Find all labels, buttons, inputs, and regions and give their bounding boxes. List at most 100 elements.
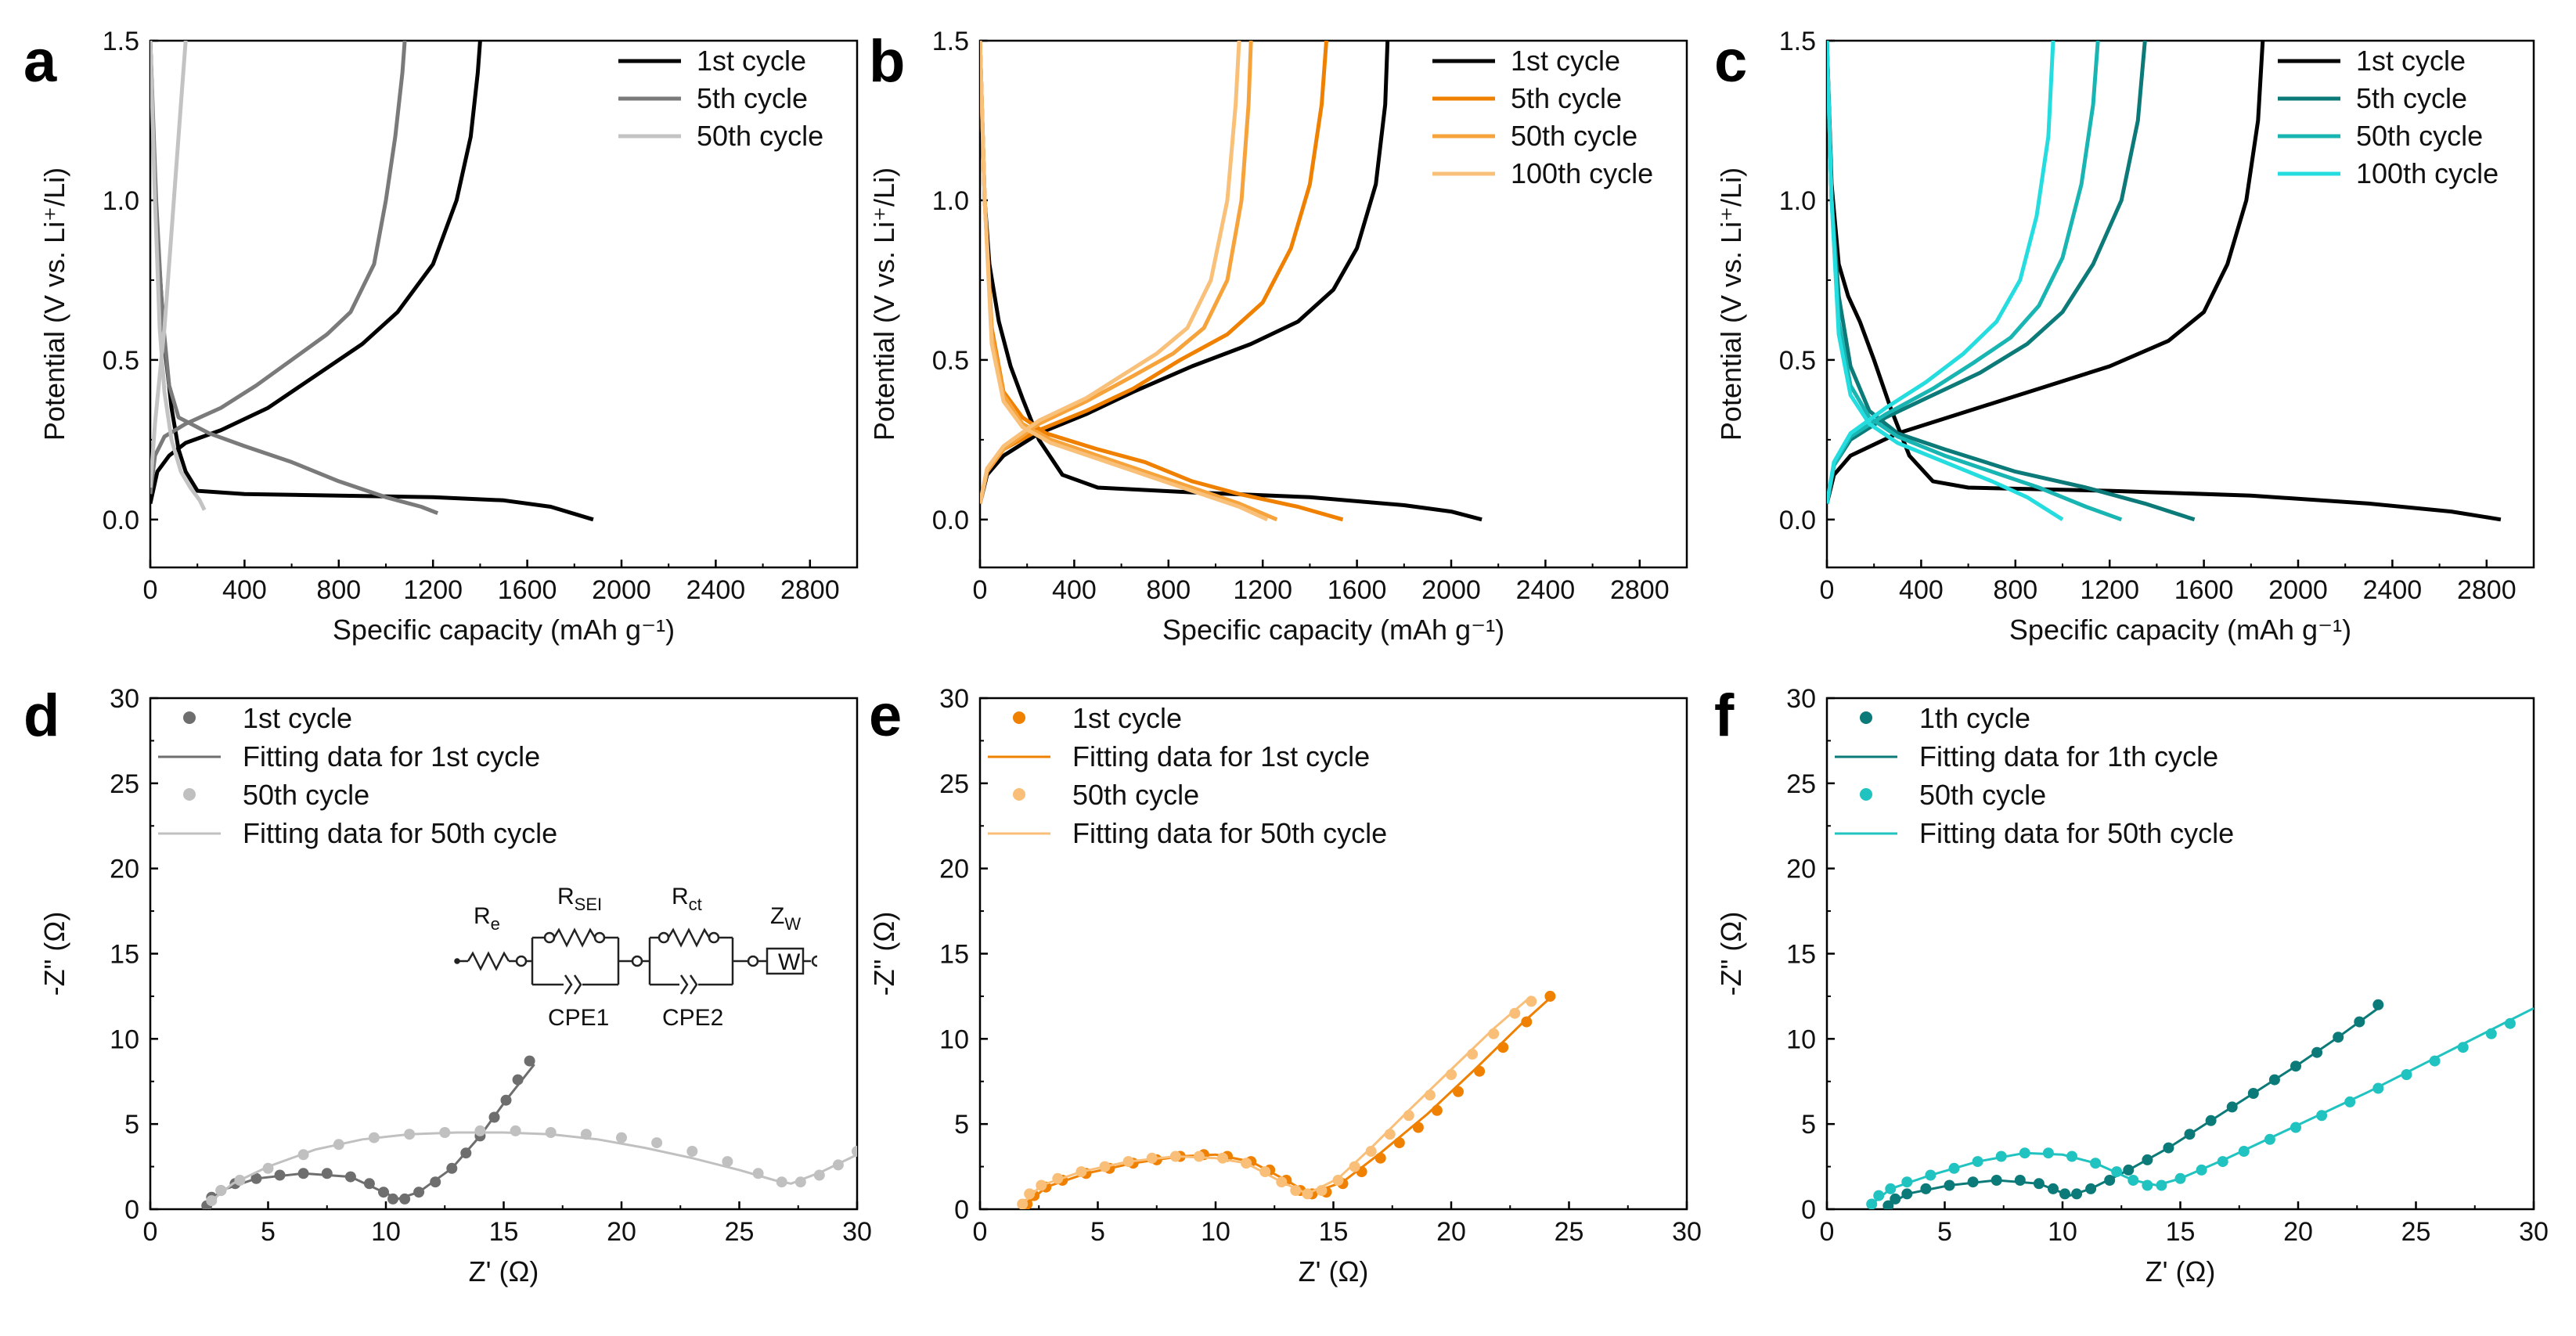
plot-c: 0 400 800 1200 1600 2000 2400 2800 0.0 0.5 1.0 1.5 S…	[1715, 27, 2535, 646]
x-tick-label: 30	[842, 1217, 872, 1247]
x-tick-label: 5	[1937, 1217, 1952, 1247]
series-line-discharge	[980, 41, 1483, 522]
circuit-terminal-right	[811, 955, 818, 967]
circuit-node	[747, 955, 759, 967]
x-tick-label: 20	[607, 1217, 636, 1247]
y-tick-label: 0.5	[103, 346, 139, 376]
legend-label: 5th cycle	[697, 82, 808, 114]
data-point	[1393, 1137, 1405, 1149]
x-tick-label: 2400	[2363, 575, 2423, 605]
x-tick-label: 400	[222, 575, 267, 605]
y-tick-label: 15	[1786, 940, 1816, 970]
y-tick-label: 1.0	[932, 186, 969, 216]
fit-line	[1021, 995, 1533, 1205]
x-tick-label: 1200	[2080, 575, 2139, 605]
data-point	[545, 1127, 557, 1138]
x-tick-label: 20	[2283, 1217, 2313, 1247]
x-tick-label: 2000	[2268, 575, 2328, 605]
x-axis-label: Z' (Ω)	[1299, 1255, 1369, 1287]
series-line-charge	[980, 41, 1390, 504]
series-line-charge	[1827, 41, 2265, 504]
data-point	[651, 1137, 663, 1149]
cpe1-symbol	[564, 974, 573, 995]
plot-b: 0 400 800 1200 1600 2000 2400 2800 0.0 0.5 1.0 1.5 S…	[868, 27, 1688, 646]
plot-e: 0 5 10 15 20 25 30 0 5 10 15 20 25 30 Z' (Ω) -Z" (Ω) 1st…	[868, 684, 1702, 1287]
x-tick-label: 10	[1201, 1217, 1230, 1247]
x-tick-label: 1200	[1233, 575, 1292, 605]
circuit-label-rsei: RSEI	[557, 884, 602, 914]
fit-line	[211, 1131, 857, 1202]
cpe1-symbol	[573, 974, 582, 995]
fit-line	[1871, 1007, 2534, 1205]
legend-label: 1th cycle	[1919, 702, 2030, 734]
series-line-discharge	[150, 41, 439, 516]
y-tick-label: 1.5	[103, 27, 139, 56]
series-line-charge	[150, 41, 188, 488]
legend-label: 1st cycle	[243, 702, 352, 734]
y-axis-label: -Z" (Ω)	[868, 912, 900, 996]
series-line-charge	[1827, 41, 2055, 504]
series-line-discharge	[980, 41, 1278, 522]
x-axis-label: Z' (Ω)	[469, 1255, 539, 1287]
series-line-discharge	[150, 41, 594, 522]
data-point	[1349, 1161, 1360, 1172]
circuit-label-w: W	[778, 949, 801, 975]
fit-line	[1887, 1005, 2382, 1207]
x-axis-label: Specific capacity (mAh g⁻¹)	[1162, 614, 1504, 646]
x-tick-label: 15	[489, 1217, 519, 1247]
data-point	[474, 1125, 486, 1136]
series-line-discharge	[1827, 41, 2064, 521]
y-tick-label: 10	[939, 1025, 969, 1054]
data-point	[1509, 1007, 1521, 1019]
x-tick-label: 20	[1436, 1217, 1466, 1247]
y-tick-label: 0	[954, 1195, 969, 1225]
equivalent-circuit-inset: Re RSEI Rct ZW W CPE1 CPE2	[454, 884, 818, 1031]
x-tick-label: 1200	[403, 575, 463, 605]
plot-area-b	[980, 41, 1483, 522]
series-line-charge	[1827, 41, 2100, 504]
y-tick-label: 0.5	[932, 346, 969, 376]
x-tick-label: 0	[143, 1217, 158, 1247]
y-tick-label: 0.0	[1779, 506, 1816, 535]
x-tick-label: 2800	[1610, 575, 1670, 605]
data-point	[510, 1125, 521, 1136]
y-tick-label: 1.0	[103, 186, 139, 216]
y-tick-label: 10	[1786, 1025, 1816, 1054]
y-tick-label: 25	[939, 769, 969, 799]
y-axis-label: Potential (V vs. Li⁺/Li)	[38, 167, 70, 441]
y-tick-label: 0.0	[932, 506, 969, 535]
plot-area-c	[1827, 41, 2502, 522]
plot-area-f	[1866, 999, 2534, 1209]
y-tick-label: 25	[1786, 769, 1816, 799]
cpe2-symbol	[679, 974, 689, 995]
plot-frame-f	[1825, 697, 2535, 1211]
x-tick-label: 800	[316, 575, 361, 605]
x-tick-label: 2400	[686, 575, 746, 605]
y-tick-label: 30	[110, 684, 139, 714]
y-tick-label: 1.5	[932, 27, 969, 56]
y-axis-label: -Z" (Ω)	[1715, 912, 1747, 996]
legend-marker	[1013, 788, 1025, 801]
plot-frame-c	[1825, 39, 2535, 569]
y-tick-label: 1.0	[1779, 186, 1816, 216]
circuit-label-zw: ZW	[770, 903, 801, 934]
data-point	[686, 1146, 698, 1157]
data-point	[1873, 1190, 1885, 1201]
data-point	[1024, 1188, 1036, 1200]
circuit-terminal-left	[454, 958, 460, 964]
x-tick-label: 10	[371, 1217, 401, 1247]
x-tick-label: 10	[2048, 1217, 2077, 1247]
legend-label: 50th cycle	[2356, 120, 2483, 152]
y-tick-label: 1.5	[1779, 27, 1816, 56]
x-tick-label: 1600	[2174, 575, 2234, 605]
x-tick-label: 15	[1319, 1217, 1349, 1247]
circuit-node	[515, 955, 528, 967]
legend-marker	[183, 788, 196, 801]
x-tick-label: 0	[143, 575, 158, 605]
legend-label: Fitting data for 1st cycle	[243, 740, 540, 772]
panel-letter-f: f	[1714, 682, 1735, 749]
legend-label: 50th cycle	[697, 120, 823, 152]
y-tick-label: 15	[110, 940, 139, 970]
series-line-charge	[980, 41, 1241, 504]
series-line-charge	[150, 41, 482, 504]
